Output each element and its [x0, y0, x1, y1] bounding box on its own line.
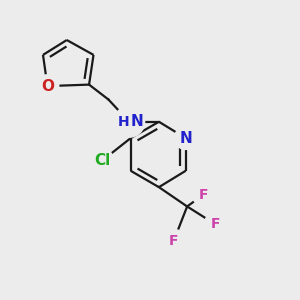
Circle shape — [91, 149, 114, 172]
Text: F: F — [199, 188, 208, 202]
Text: O: O — [41, 79, 54, 94]
Text: F: F — [169, 234, 178, 248]
Text: Cl: Cl — [94, 153, 111, 168]
Circle shape — [174, 127, 197, 149]
Circle shape — [163, 230, 185, 252]
Circle shape — [192, 183, 215, 206]
Text: N: N — [179, 130, 192, 146]
Circle shape — [114, 106, 145, 137]
Text: H: H — [118, 115, 129, 129]
Text: F: F — [211, 217, 220, 231]
Circle shape — [36, 75, 59, 98]
Text: N: N — [131, 114, 143, 129]
Circle shape — [204, 213, 227, 236]
